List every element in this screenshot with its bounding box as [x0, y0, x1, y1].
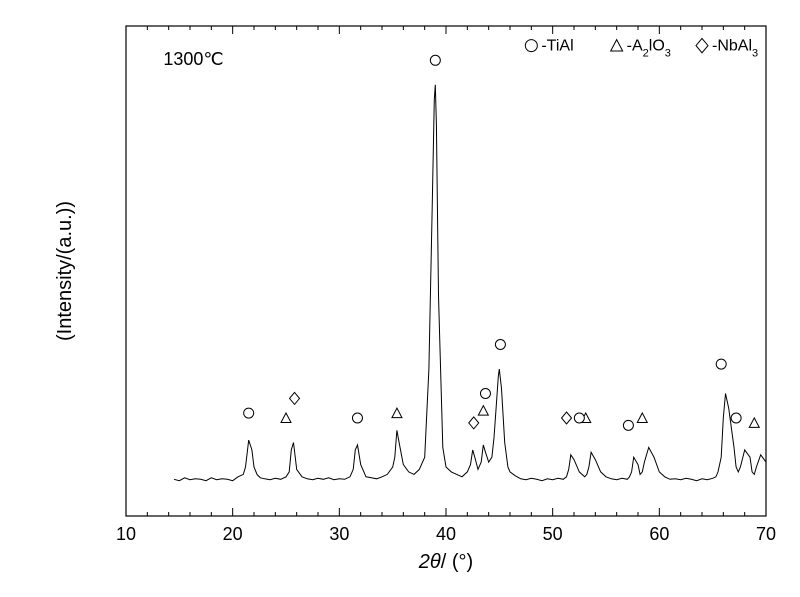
peak-marker-diamond [562, 412, 572, 424]
chart-frame: 10 20 30 40 50 60 70 2θ/ (°) (Intensity/(a.u.)) 1… [6, 6, 794, 591]
x-tick-label: 40 [436, 524, 456, 544]
x-tick-label: 50 [543, 524, 563, 544]
x-tick-label: 70 [756, 524, 776, 544]
peak-marker-diamond [290, 392, 300, 404]
x-tick-label: 60 [649, 524, 669, 544]
peak-marker-circle [352, 413, 362, 423]
plot-border [126, 26, 766, 516]
x-tick-label: 30 [329, 524, 349, 544]
peak-marker-circle [480, 389, 490, 399]
peak-marker-circle [495, 340, 505, 350]
legend-label: -TiAl [541, 38, 573, 55]
x-tick-label: 20 [223, 524, 243, 544]
peak-marker-circle [430, 55, 440, 65]
temperature-annotation: 1300℃ [163, 49, 223, 69]
peak-marker-diamond [469, 417, 479, 429]
peak-marker-circle [244, 408, 254, 418]
legend-marker-triangle [611, 40, 623, 51]
peak-marker-triangle [749, 418, 759, 428]
peak-marker-circle [623, 420, 633, 430]
legend-label: -A2lO3 [627, 38, 671, 60]
peak-marker-triangle [392, 408, 402, 418]
chart-svg: 10 20 30 40 50 60 70 2θ/ (°) (Intensity/(a.u.)) 1… [6, 6, 794, 591]
peak-marker-triangle [478, 406, 488, 416]
y-axis-title: (Intensity/(a.u.)) [54, 201, 76, 341]
peak-marker-triangle [281, 413, 291, 423]
xrd-chart: 10 20 30 40 50 60 70 2θ/ (°) (Intensity/(a.u.)) 1… [0, 0, 800, 597]
legend-marker-diamond [696, 38, 708, 52]
peak-marker-circle [731, 413, 741, 423]
legend-label: -NbAl3 [712, 38, 758, 60]
peak-marker-circle [574, 413, 584, 423]
x-tick-label: 10 [116, 524, 136, 544]
x-axis-title: 2θ/ (°) [418, 551, 473, 573]
peak-marker-circle [716, 359, 726, 369]
legend-marker-circle [525, 40, 537, 52]
peak-marker-triangle [637, 413, 647, 423]
